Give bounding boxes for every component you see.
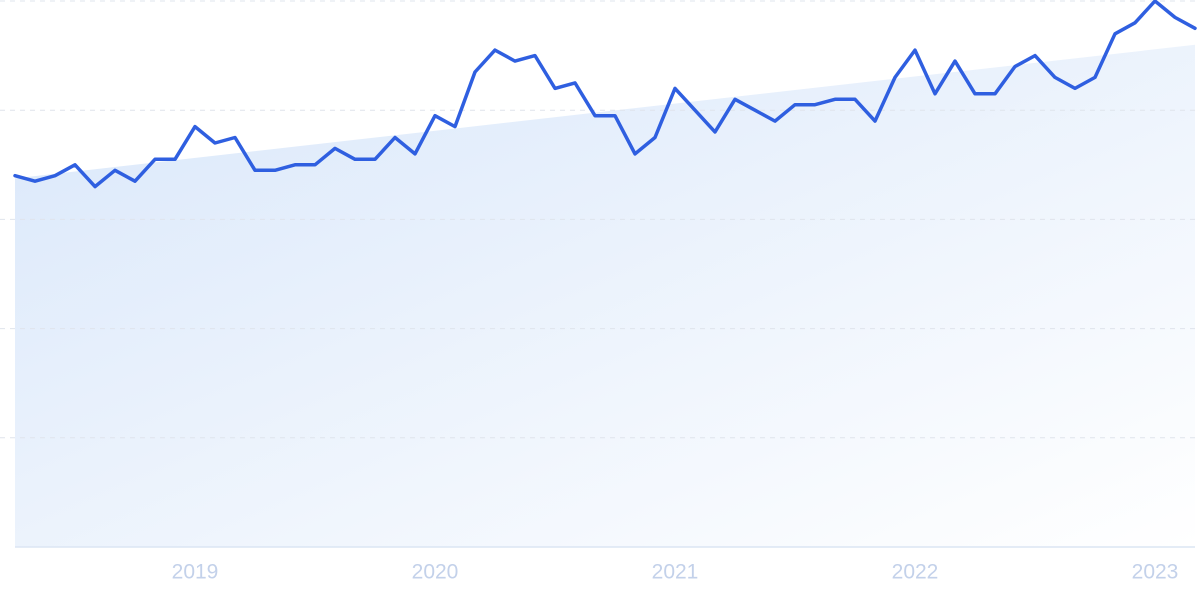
x-tick-label: 2019 [172,561,219,584]
trend-area [15,44,1195,548]
line [13,0,1197,189]
x-tick-label: 2023 [1132,561,1179,584]
x-tick-label: 2022 [892,561,939,584]
x-tick-label: 2021 [652,561,699,584]
x-tick-label: 2020 [412,561,459,584]
